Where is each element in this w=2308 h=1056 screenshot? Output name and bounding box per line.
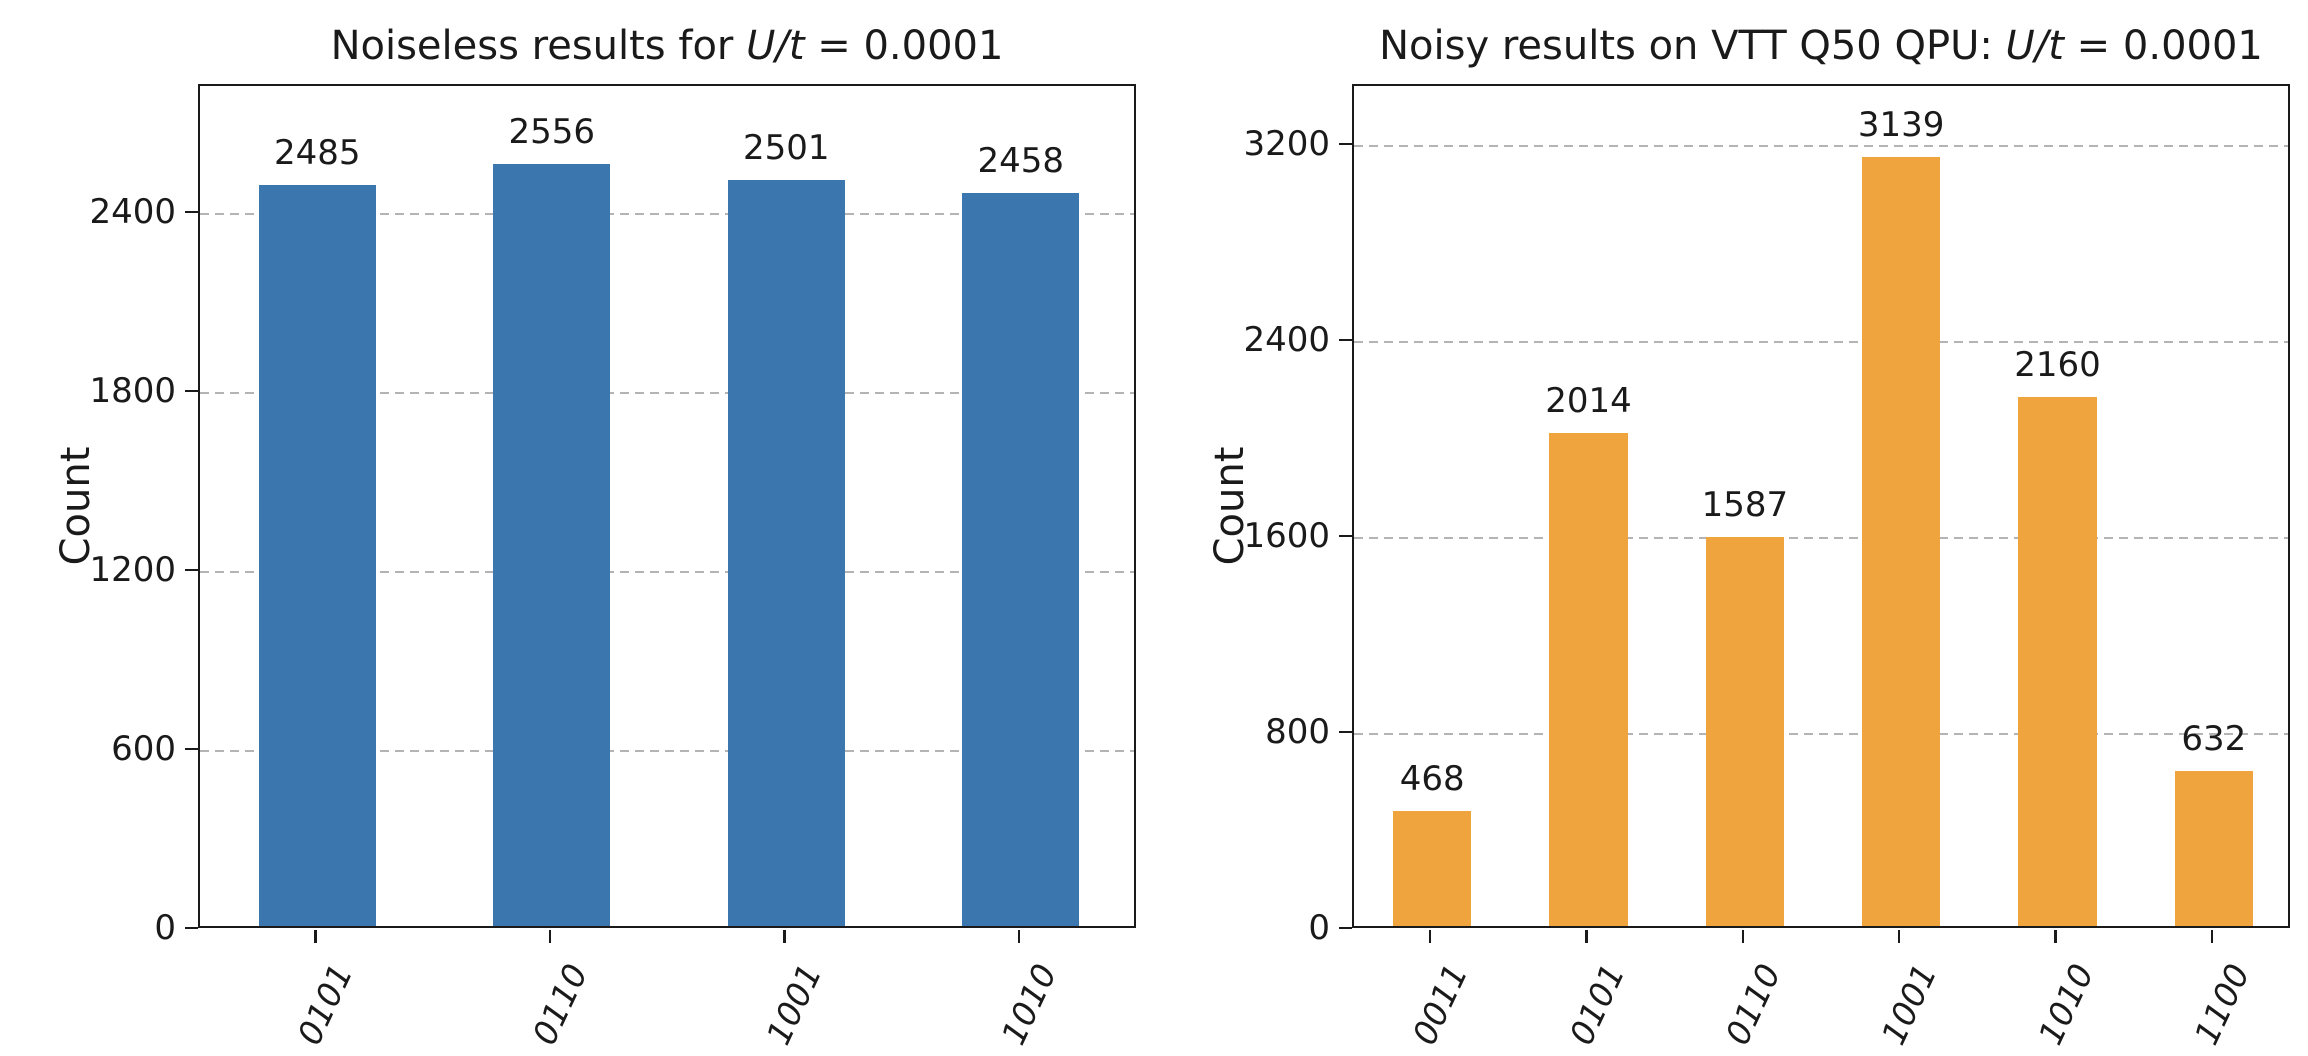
y-tick-label: 2400 xyxy=(89,192,176,233)
bar-value-label: 632 xyxy=(2181,719,2247,760)
bar-value-label: 1587 xyxy=(1701,485,1789,526)
gridline xyxy=(200,571,1134,574)
x-tick-label: 0101 xyxy=(1561,958,1632,1051)
y-tick-mark xyxy=(1339,534,1352,538)
bar xyxy=(1705,537,1784,926)
x-tick-label: 1100 xyxy=(2186,958,2258,1051)
x-tick-mark xyxy=(548,930,551,943)
chart-title: Noisy results on VTT Q50 QPU: U/t = 0.00… xyxy=(1352,22,2290,70)
bar xyxy=(962,192,1080,926)
bar xyxy=(1549,432,1628,926)
x-tick-label: 0110 xyxy=(1717,958,1789,1051)
y-tick-mark xyxy=(1339,338,1352,342)
x-tick-mark xyxy=(783,930,786,943)
bar xyxy=(727,180,845,926)
y-tick-label: 0 xyxy=(1308,908,1330,948)
y-tick-label: 600 xyxy=(111,729,176,770)
y-tick-mark xyxy=(185,568,198,572)
bar-value-label: 3139 xyxy=(1857,104,1945,145)
gridline xyxy=(1354,145,2288,148)
gridline xyxy=(1354,537,2288,539)
y-tick-mark xyxy=(185,747,198,751)
gridline xyxy=(200,750,1134,753)
plot-area: 468 2014 1587 3139 2160 632 xyxy=(1352,84,2290,928)
gridline xyxy=(200,392,1134,395)
x-tick-label: 0110 xyxy=(524,958,596,1051)
bar xyxy=(1393,811,1472,926)
chart-title-math: U/t xyxy=(746,23,805,69)
x-tick-mark xyxy=(1585,930,1588,943)
bar xyxy=(493,163,611,926)
y-tick-mark xyxy=(185,389,198,393)
y-tick-label: 1800 xyxy=(89,371,176,412)
bar-value-label: 2160 xyxy=(2014,344,2101,385)
x-tick-label: 1010 xyxy=(2030,958,2101,1051)
x-tick-label: 1001 xyxy=(1873,958,1945,1051)
gridline xyxy=(1354,341,2288,344)
x-tick-label: 1001 xyxy=(758,958,830,1051)
chart-title-prefix: Noiseless results for xyxy=(330,23,747,69)
chart-title-prefix: Noisy results on VTT Q50 QPU: xyxy=(1379,23,2006,69)
bar-value-label: 2014 xyxy=(1545,380,1632,421)
y-tick-mark xyxy=(185,210,198,214)
chart-title-suffix: = 0.0001 xyxy=(2063,23,2263,69)
x-tick-label: 0011 xyxy=(1404,958,1476,1051)
y-tick-mark xyxy=(1339,730,1352,734)
bar xyxy=(2174,771,2253,926)
y-tick-label: 800 xyxy=(1265,712,1330,752)
bar xyxy=(258,184,376,926)
y-tick-label: 2400 xyxy=(1243,320,1330,361)
gridline xyxy=(200,213,1134,216)
bar-value-label: 2485 xyxy=(273,132,361,173)
bar xyxy=(1862,156,1941,926)
chart-title: Noiseless results for U/t = 0.0001 xyxy=(198,22,1136,70)
bar-value-label: 2556 xyxy=(508,111,596,152)
plot-area: 2485 2556 2501 2458 xyxy=(198,84,1136,928)
x-tick-mark xyxy=(314,930,317,943)
y-tick-label: 1200 xyxy=(89,550,176,591)
x-tick-mark xyxy=(2054,930,2057,943)
x-tick-label: 0101 xyxy=(289,958,361,1051)
bar-value-label: 2458 xyxy=(977,140,1065,181)
y-tick-mark xyxy=(1339,926,1352,930)
y-tick-label: 3200 xyxy=(1243,124,1330,165)
bar-value-label: 2501 xyxy=(742,128,830,169)
y-tick-mark xyxy=(1339,142,1352,146)
x-tick-mark xyxy=(1428,930,1432,943)
x-tick-label: 1010 xyxy=(993,958,1065,1051)
x-tick-mark xyxy=(1741,930,1745,943)
bar-value-label: 468 xyxy=(1399,759,1465,800)
y-axis-label: Count xyxy=(53,446,99,566)
chart-title-math: U/t xyxy=(2005,23,2064,69)
bar xyxy=(2018,396,2097,926)
noiseless-chart-panel: Noiseless results for U/t = 0.0001 Count… xyxy=(53,22,1136,1051)
chart-title-suffix: = 0.0001 xyxy=(804,23,1004,69)
noisy-chart-panel: Noisy results on VTT Q50 QPU: U/t = 0.00… xyxy=(1154,0,2308,1056)
x-tick-mark xyxy=(1017,930,1020,943)
y-tick-label: 0 xyxy=(154,908,176,948)
y-tick-label: 1600 xyxy=(1243,516,1330,556)
x-tick-mark xyxy=(2210,930,2214,943)
gridline xyxy=(1354,733,2288,735)
y-tick-mark xyxy=(185,926,198,930)
x-tick-mark xyxy=(1897,930,1901,943)
